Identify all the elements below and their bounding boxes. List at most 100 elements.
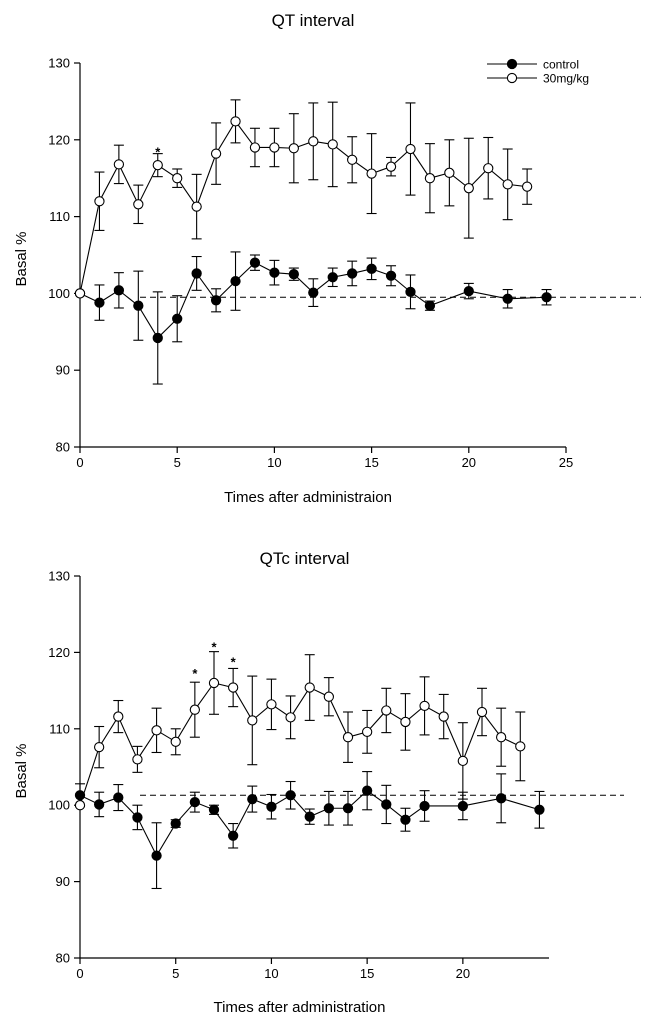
data-point: [400, 716, 411, 728]
series-treated: [74, 651, 526, 811]
data-point: [502, 293, 513, 304]
legend-marker: [506, 72, 518, 84]
data-point: [170, 818, 181, 829]
chart-title: QT interval: [272, 11, 355, 30]
series-line: [79, 682, 521, 806]
significance-mark: *: [192, 666, 198, 681]
data-point: [534, 804, 545, 815]
data-point: [285, 790, 296, 801]
data-point: [191, 268, 202, 279]
data-point: [151, 850, 162, 861]
data-point: [361, 726, 373, 738]
x-tick-label: 5: [172, 966, 179, 981]
x-tick-label: 15: [360, 966, 374, 981]
data-point: [385, 161, 397, 172]
data-point: [74, 800, 86, 811]
data-point: [94, 196, 105, 207]
data-point: [113, 159, 125, 170]
data-point: [208, 677, 220, 689]
data-point: [381, 799, 392, 810]
data-point: [327, 139, 338, 150]
data-point: [288, 269, 299, 280]
legend-label: control: [543, 58, 579, 72]
y-tick-label: 90: [56, 363, 70, 378]
data-point: [304, 811, 315, 822]
data-point: [132, 812, 143, 823]
data-point: [210, 148, 222, 159]
data-point: [463, 183, 474, 194]
data-point: [227, 830, 239, 841]
data-point: [133, 199, 144, 210]
data-point: [342, 803, 354, 814]
data-point: [249, 142, 261, 153]
y-tick-label: 110: [49, 209, 70, 224]
data-point: [152, 159, 163, 171]
x-tick-label: 5: [174, 455, 181, 470]
series-line: [79, 120, 528, 294]
y-axis-label: Basal %: [13, 743, 30, 798]
y-tick-label: 120: [48, 132, 70, 147]
data-point: [133, 300, 144, 311]
data-point: [327, 272, 338, 283]
data-point: [361, 785, 373, 796]
x-tick-label: 0: [76, 455, 83, 470]
data-point: [342, 732, 354, 743]
data-point: [113, 285, 125, 296]
y-tick-label: 120: [48, 645, 70, 660]
data-point: [304, 682, 315, 693]
data-point: [266, 699, 277, 710]
x-tick-label: 10: [264, 966, 278, 981]
data-point: [266, 801, 277, 812]
data-point: [381, 705, 392, 716]
y-tick-label: 80: [56, 440, 70, 455]
data-point: [385, 270, 397, 281]
data-point: [424, 173, 436, 184]
data-point: [457, 755, 469, 767]
data-point: [463, 285, 474, 297]
data-point: [323, 803, 335, 814]
data-point: [132, 754, 143, 765]
y-tick-label: 100: [48, 286, 70, 301]
data-point: [347, 268, 358, 279]
significance-mark: *: [231, 655, 237, 670]
data-point: [419, 800, 430, 812]
data-point: [483, 163, 494, 174]
series-control: [74, 771, 545, 890]
data-point: [93, 741, 105, 753]
data-point: [457, 800, 469, 812]
x-tick-label: 25: [559, 455, 573, 470]
y-tick-label: 100: [48, 798, 70, 813]
legend-marker: [506, 58, 518, 70]
data-point: [405, 143, 416, 155]
legend-label: 30mg/kg: [543, 72, 589, 86]
x-tick-label: 20: [456, 966, 470, 981]
data-point: [308, 287, 319, 298]
data-point: [444, 167, 455, 178]
data-point: [269, 142, 280, 153]
data-point: [191, 201, 202, 212]
data-point: [495, 793, 507, 804]
data-point: [172, 313, 183, 324]
data-point: [210, 295, 222, 306]
data-point: [308, 136, 319, 147]
data-point: [521, 181, 533, 192]
data-point: [502, 179, 513, 190]
data-point: [366, 168, 377, 179]
data-point: [438, 711, 449, 722]
data-point: [269, 267, 280, 278]
data-point: [323, 691, 335, 702]
data-point: [347, 154, 358, 165]
y-tick-label: 130: [48, 569, 70, 584]
data-point: [170, 736, 181, 747]
data-point: [113, 792, 124, 803]
x-tick-label: 20: [462, 455, 476, 470]
chart-2: QTc interval 80 90 100 110 120 130 0 5 10 15 20 Time…: [13, 549, 624, 1016]
data-point: [541, 292, 552, 303]
data-point: [285, 712, 296, 723]
data-point: [424, 300, 436, 311]
data-point: [476, 706, 488, 718]
data-point: [172, 173, 183, 184]
significance-mark: *: [211, 639, 217, 654]
